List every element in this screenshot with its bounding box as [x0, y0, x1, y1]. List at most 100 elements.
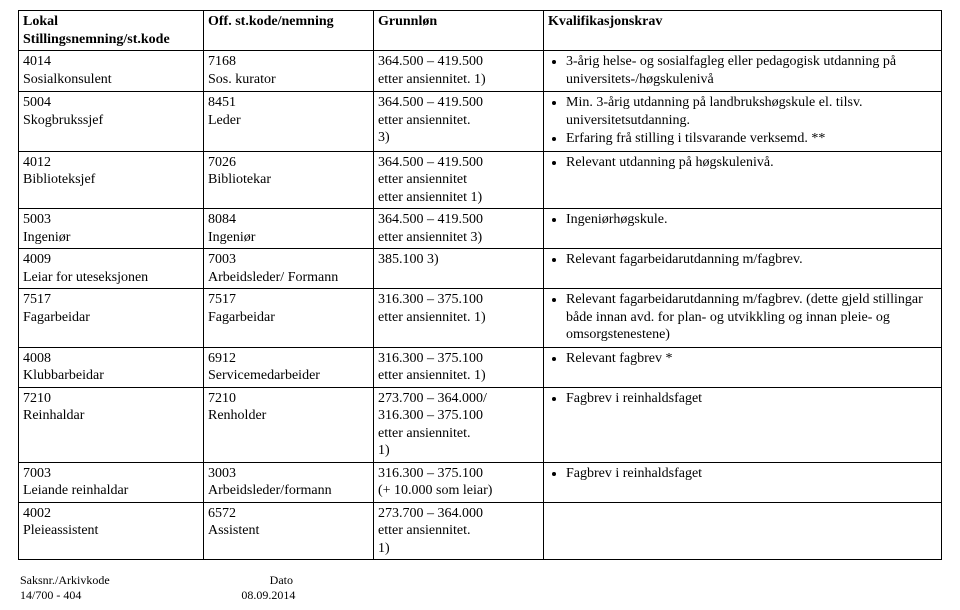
cell-off: 7026Bibliotekar — [204, 151, 374, 209]
table-header-row: Lokal Stillingsnemning/st.kode Off. st.k… — [19, 11, 942, 51]
footer-left-label: Saksnr./Arkivkode — [20, 573, 110, 587]
cell-off-line: Arbeidsleder/formann — [208, 482, 369, 500]
cell-grunn-line: etter ansiennitet — [378, 171, 539, 189]
kval-list: Fagbrev i reinhaldsfaget — [548, 465, 937, 483]
cell-off-line: Ingeniør — [208, 229, 369, 247]
cell-off-line: 6912 — [208, 350, 369, 368]
cell-off-line: Arbeidsleder/ Formann — [208, 269, 369, 287]
kval-item: Fagbrev i reinhaldsfaget — [566, 465, 937, 483]
cell-local-line: 5003 — [23, 211, 199, 229]
cell-off: 7210Renholder — [204, 387, 374, 462]
cell-local-line: Fagarbeidar — [23, 309, 199, 327]
header-off: Off. st.kode/nemning — [204, 11, 374, 51]
cell-grunn: 273.700 – 364.000etter ansiennitet.1) — [374, 502, 544, 560]
cell-kval: Relevant fagarbeidarutdanning m/fagbrev. — [544, 249, 942, 289]
kval-item: 3-årig helse- og sosialfagleg eller peda… — [566, 53, 937, 88]
cell-off-line: Servicemedarbeider — [208, 367, 369, 385]
table-row: 4009Leiar for uteseksjonen7003Arbeidsled… — [19, 249, 942, 289]
cell-kval: Ingeniørhøgskule. — [544, 209, 942, 249]
cell-grunn-line: 364.500 – 419.500 — [378, 94, 539, 112]
cell-grunn: 316.300 – 375.100 (+ 10.000 som leiar) — [374, 462, 544, 502]
table-row: 7210Reinhaldar7210Renholder273.700 – 364… — [19, 387, 942, 462]
cell-local: 5003Ingeniør — [19, 209, 204, 249]
cell-grunn: 273.700 – 364.000/316.300 – 375.100etter… — [374, 387, 544, 462]
cell-kval: Fagbrev i reinhaldsfaget — [544, 387, 942, 462]
cell-local: 4002Pleieassistent — [19, 502, 204, 560]
table-row: 5003Ingeniør8084Ingeniør364.500 – 419.50… — [19, 209, 942, 249]
cell-grunn-line: etter ansiennitet. 1) — [378, 309, 539, 327]
cell-off-line: 3003 — [208, 465, 369, 483]
kval-item: Relevant fagarbeidarutdanning m/fagbrev.… — [566, 291, 937, 344]
cell-grunn-line: etter ansiennitet. — [378, 522, 539, 540]
cell-grunn-line: 364.500 – 419.500 — [378, 53, 539, 71]
kval-item: Min. 3-årig utdanning på landbrukshøgsku… — [566, 94, 937, 129]
cell-off: 6912Servicemedarbeider — [204, 347, 374, 387]
cell-grunn-line: 316.300 – 375.100 — [378, 407, 539, 425]
footer: Saksnr./Arkivkode Dato 14/700 - 404 08.0… — [20, 573, 295, 602]
cell-off-line: 7210 — [208, 390, 369, 408]
cell-grunn: 316.300 – 375.100etter ansiennitet. 1) — [374, 347, 544, 387]
cell-grunn-line: etter ansiennitet. 1) — [378, 71, 539, 89]
cell-off: 7517Fagarbeidar — [204, 289, 374, 348]
cell-grunn: 364.500 – 419.500etter ansiennitet.3) — [374, 92, 544, 152]
kval-list: Relevant fagarbeidarutdanning m/fagbrev.… — [548, 291, 937, 344]
cell-kval: Relevant utdanning på høgskulenivå. — [544, 151, 942, 209]
kval-item: Relevant fagarbeidarutdanning m/fagbrev. — [566, 251, 937, 269]
cell-local-line: Ingeniør — [23, 229, 199, 247]
header-grunn: Grunnløn — [374, 11, 544, 51]
cell-local-line: 4014 — [23, 53, 199, 71]
cell-local: 7517Fagarbeidar — [19, 289, 204, 348]
cell-local-line: 4012 — [23, 154, 199, 172]
cell-off: 7003Arbeidsleder/ Formann — [204, 249, 374, 289]
cell-local: 4008Klubbarbeidar — [19, 347, 204, 387]
kval-list: Relevant utdanning på høgskulenivå. — [548, 154, 937, 172]
cell-off-line: Fagarbeidar — [208, 309, 369, 327]
kval-list: Ingeniørhøgskule. — [548, 211, 937, 229]
cell-off-line: Assistent — [208, 522, 369, 540]
cell-off-line: Leder — [208, 112, 369, 130]
cell-off: 8451Leder — [204, 92, 374, 152]
cell-kval: Fagbrev i reinhaldsfaget — [544, 462, 942, 502]
cell-grunn-line: etter ansiennitet 1) — [378, 189, 539, 207]
cell-off: 7168Sos. kurator — [204, 51, 374, 92]
table-row: 4002Pleieassistent6572Assistent273.700 –… — [19, 502, 942, 560]
kval-list: 3-årig helse- og sosialfagleg eller peda… — [548, 53, 937, 88]
cell-off-line: 7003 — [208, 251, 369, 269]
cell-grunn: 364.500 – 419.500etter ansiennitet 3) — [374, 209, 544, 249]
kval-item: Erfaring frå stilling i tilsvarande verk… — [566, 130, 937, 148]
cell-kval: Relevant fagbrev * — [544, 347, 942, 387]
cell-local-line: Biblioteksjef — [23, 171, 199, 189]
table-row: 7003Leiande reinhaldar3003Arbeidsleder/f… — [19, 462, 942, 502]
cell-off: 3003Arbeidsleder/formann — [204, 462, 374, 502]
cell-local-line: 7517 — [23, 291, 199, 309]
cell-kval: Relevant fagarbeidarutdanning m/fagbrev.… — [544, 289, 942, 348]
cell-grunn-line: 273.700 – 364.000 — [378, 505, 539, 523]
cell-grunn-line: 1) — [378, 442, 539, 460]
kval-list: Relevant fagarbeidarutdanning m/fagbrev. — [548, 251, 937, 269]
cell-local-line: Sosialkonsulent — [23, 71, 199, 89]
cell-grunn-line: etter ansiennitet. — [378, 112, 539, 130]
kval-item: Relevant utdanning på høgskulenivå. — [566, 154, 937, 172]
cell-local: 4009Leiar for uteseksjonen — [19, 249, 204, 289]
cell-off: 8084Ingeniør — [204, 209, 374, 249]
cell-kval: 3-årig helse- og sosialfagleg eller peda… — [544, 51, 942, 92]
cell-local-line: 4009 — [23, 251, 199, 269]
kval-list: Fagbrev i reinhaldsfaget — [548, 390, 937, 408]
cell-local-line: 7210 — [23, 390, 199, 408]
kval-item: Fagbrev i reinhaldsfaget — [566, 390, 937, 408]
footer-left-value: 14/700 - 404 — [20, 588, 81, 602]
cell-local: 7210Reinhaldar — [19, 387, 204, 462]
kval-item: Ingeniørhøgskule. — [566, 211, 937, 229]
cell-kval: Min. 3-årig utdanning på landbrukshøgsku… — [544, 92, 942, 152]
cell-off-line: 7026 — [208, 154, 369, 172]
cell-grunn-line: etter ansiennitet 3) — [378, 229, 539, 247]
cell-local-line: 4008 — [23, 350, 199, 368]
cell-kval — [544, 502, 942, 560]
cell-local: 7003Leiande reinhaldar — [19, 462, 204, 502]
cell-grunn-line: 316.300 – 375.100 — [378, 465, 539, 483]
cell-grunn-line: 316.300 – 375.100 — [378, 291, 539, 309]
cell-off-line: 7517 — [208, 291, 369, 309]
table-row: 5004Skogbrukssjef8451Leder364.500 – 419.… — [19, 92, 942, 152]
table-row: 4012Biblioteksjef7026Bibliotekar364.500 … — [19, 151, 942, 209]
header-local: Lokal Stillingsnemning/st.kode — [19, 11, 204, 51]
